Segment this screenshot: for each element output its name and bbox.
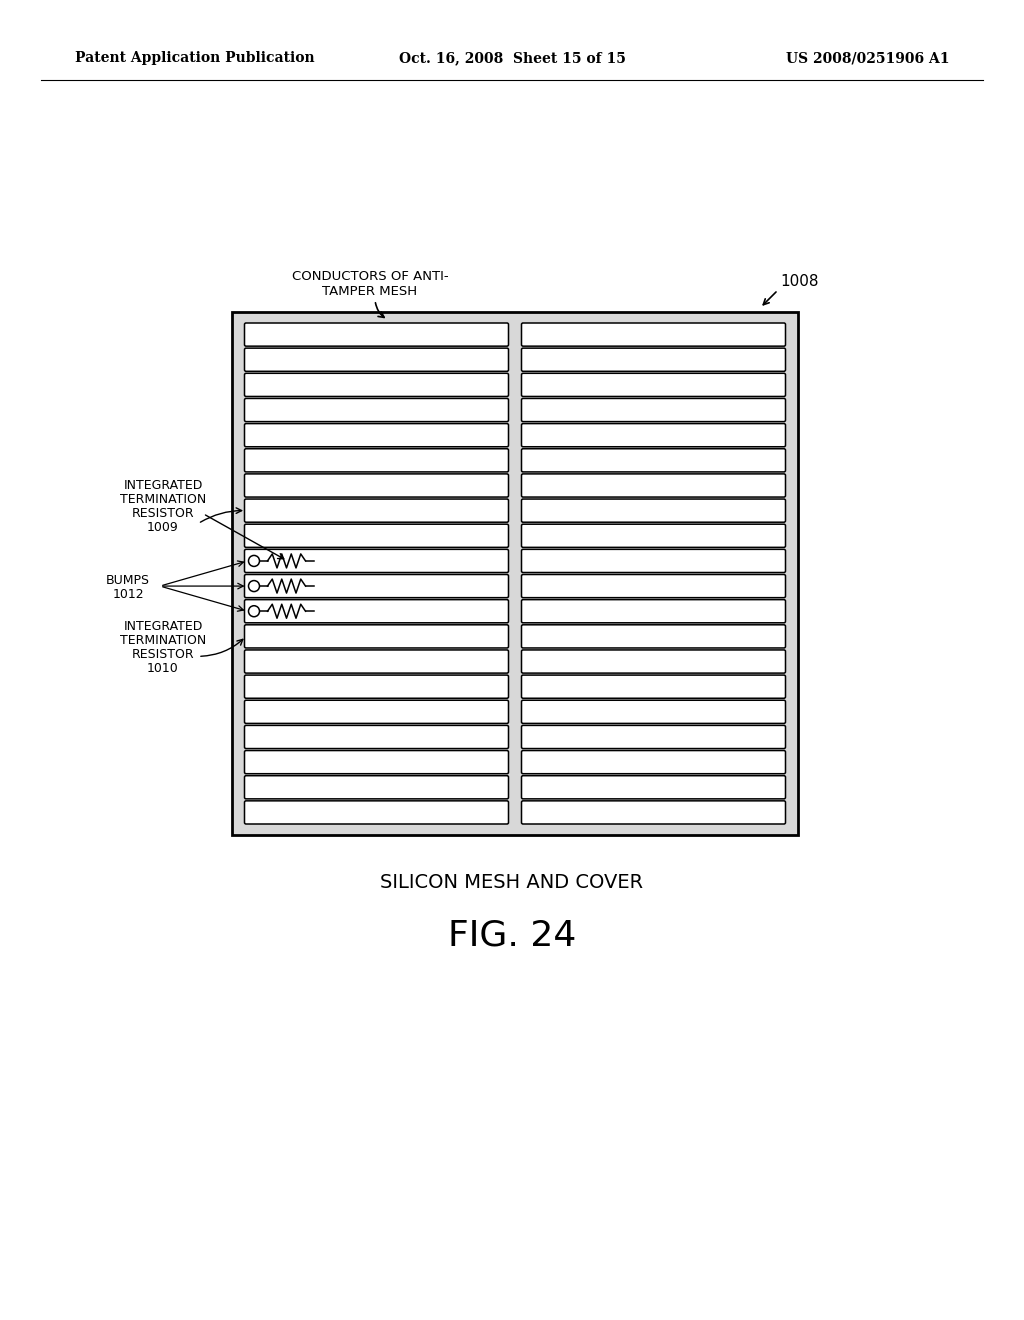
Text: Oct. 16, 2008  Sheet 15 of 15: Oct. 16, 2008 Sheet 15 of 15 [398, 51, 626, 65]
FancyBboxPatch shape [245, 624, 509, 648]
Text: FIG. 24: FIG. 24 [447, 917, 577, 952]
Text: 1008: 1008 [780, 275, 818, 289]
FancyBboxPatch shape [521, 649, 785, 673]
FancyBboxPatch shape [521, 474, 785, 498]
Text: CONDUCTORS OF ANTI-: CONDUCTORS OF ANTI- [292, 271, 449, 282]
Text: RESISTOR: RESISTOR [132, 507, 195, 520]
FancyBboxPatch shape [521, 374, 785, 396]
FancyBboxPatch shape [521, 751, 785, 774]
FancyBboxPatch shape [245, 399, 509, 421]
Text: INTEGRATED: INTEGRATED [123, 479, 203, 492]
FancyBboxPatch shape [245, 549, 509, 573]
FancyBboxPatch shape [521, 776, 785, 799]
FancyBboxPatch shape [521, 449, 785, 471]
Text: SILICON MESH AND COVER: SILICON MESH AND COVER [381, 873, 643, 891]
FancyBboxPatch shape [245, 801, 509, 824]
FancyBboxPatch shape [521, 726, 785, 748]
FancyBboxPatch shape [245, 449, 509, 471]
Text: 1009: 1009 [147, 521, 179, 535]
FancyBboxPatch shape [245, 424, 509, 446]
FancyBboxPatch shape [521, 624, 785, 648]
FancyBboxPatch shape [245, 675, 509, 698]
FancyBboxPatch shape [521, 399, 785, 421]
FancyBboxPatch shape [245, 776, 509, 799]
FancyBboxPatch shape [521, 574, 785, 598]
FancyBboxPatch shape [245, 323, 509, 346]
Text: 1012: 1012 [113, 587, 143, 601]
Text: TAMPER MESH: TAMPER MESH [323, 285, 418, 298]
FancyBboxPatch shape [245, 474, 509, 498]
FancyBboxPatch shape [521, 700, 785, 723]
FancyBboxPatch shape [521, 801, 785, 824]
FancyBboxPatch shape [521, 675, 785, 698]
FancyBboxPatch shape [245, 726, 509, 748]
FancyBboxPatch shape [521, 323, 785, 346]
FancyBboxPatch shape [245, 649, 509, 673]
FancyBboxPatch shape [245, 751, 509, 774]
FancyBboxPatch shape [245, 374, 509, 396]
Text: RESISTOR: RESISTOR [132, 648, 195, 661]
Text: US 2008/0251906 A1: US 2008/0251906 A1 [786, 51, 950, 65]
Text: TERMINATION: TERMINATION [120, 634, 206, 647]
FancyBboxPatch shape [521, 424, 785, 446]
FancyBboxPatch shape [521, 348, 785, 371]
FancyBboxPatch shape [245, 700, 509, 723]
Bar [232, 312, 798, 836]
Text: Patent Application Publication: Patent Application Publication [75, 51, 314, 65]
FancyBboxPatch shape [245, 499, 509, 523]
Text: BUMPS: BUMPS [106, 574, 150, 586]
Text: INTEGRATED: INTEGRATED [123, 620, 203, 632]
FancyBboxPatch shape [245, 524, 509, 548]
FancyBboxPatch shape [245, 599, 509, 623]
Text: 1010: 1010 [147, 661, 179, 675]
FancyBboxPatch shape [521, 524, 785, 548]
FancyBboxPatch shape [245, 348, 509, 371]
Text: TERMINATION: TERMINATION [120, 494, 206, 506]
FancyBboxPatch shape [521, 549, 785, 573]
FancyBboxPatch shape [521, 599, 785, 623]
FancyBboxPatch shape [521, 499, 785, 523]
FancyBboxPatch shape [245, 574, 509, 598]
